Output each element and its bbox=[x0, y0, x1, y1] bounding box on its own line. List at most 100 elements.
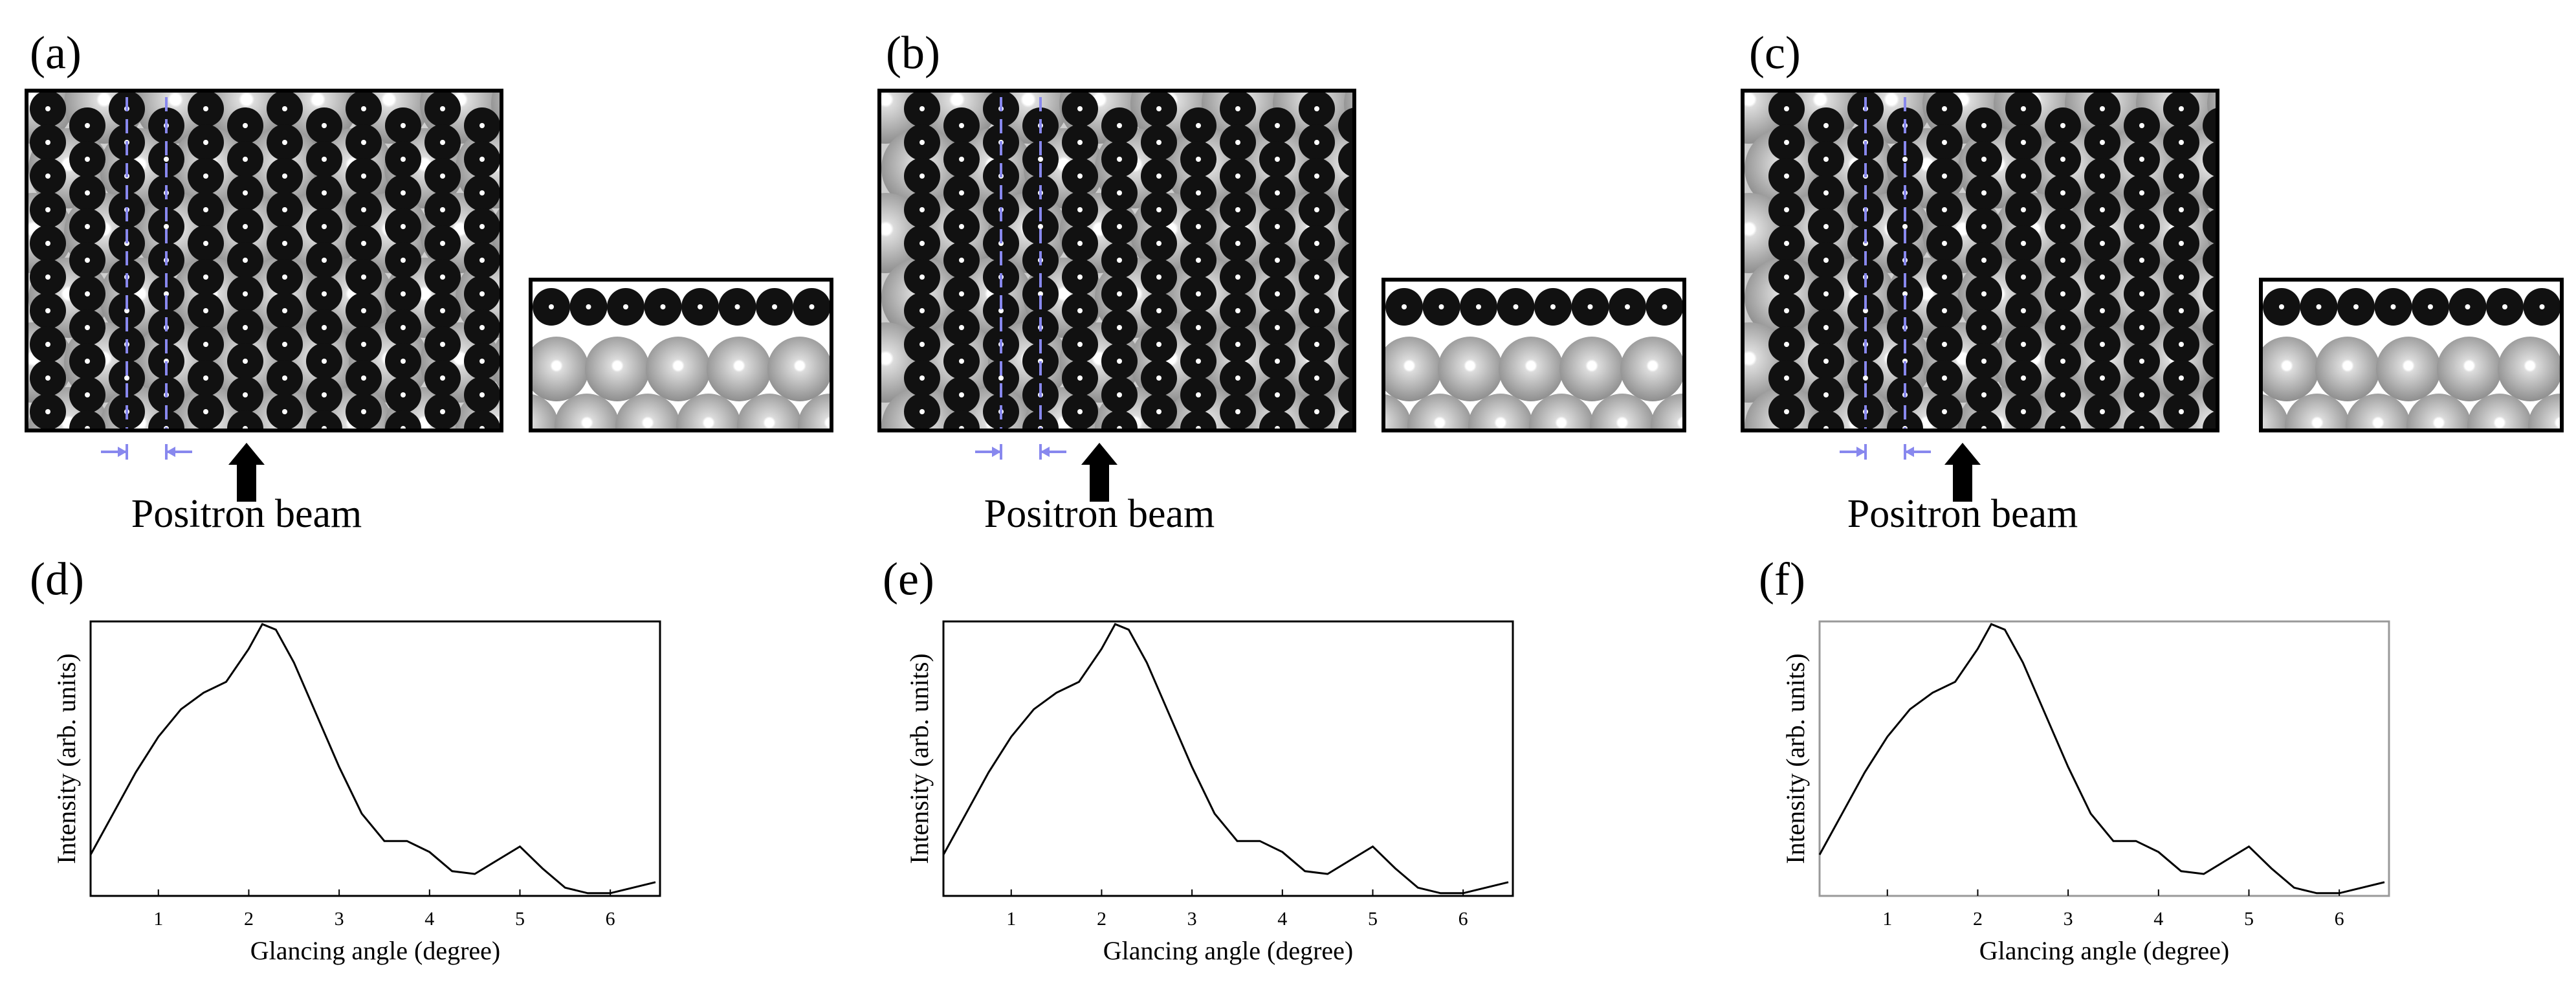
adatom bbox=[1227, 427, 1248, 430]
adatom-dot bbox=[45, 342, 50, 347]
adatom-dot bbox=[1981, 359, 1987, 364]
adatom-dot bbox=[85, 325, 90, 330]
adatom-dot bbox=[401, 359, 406, 364]
adatom-dot bbox=[1823, 359, 1829, 364]
adatom-dot bbox=[45, 409, 50, 414]
adatom-dot bbox=[2100, 342, 2105, 347]
adatom bbox=[1887, 410, 1923, 430]
adatom-dot bbox=[1784, 274, 1789, 280]
x-axis-label: Glancing angle (degree) bbox=[250, 936, 500, 965]
adatom-dot bbox=[1156, 409, 1161, 414]
adatom-dot bbox=[919, 308, 925, 313]
adatom-dot bbox=[1117, 157, 1122, 162]
adatom-dot bbox=[959, 325, 964, 330]
x-tick-label: 1 bbox=[1006, 908, 1016, 930]
adatom-dot bbox=[440, 274, 445, 280]
adatom-dot bbox=[2100, 106, 2105, 111]
adatom-dot bbox=[1942, 443, 1947, 448]
adatom bbox=[1149, 427, 1169, 430]
panel-label: (c) bbox=[1749, 27, 1801, 79]
adatom-dot bbox=[1981, 258, 1987, 263]
substrate-atom bbox=[1407, 394, 1472, 430]
adatom-dot bbox=[322, 291, 327, 296]
adatom-dot bbox=[361, 308, 366, 313]
x-tick-label: 3 bbox=[2064, 908, 2073, 930]
adatom-dot bbox=[322, 460, 327, 465]
adatom-dot bbox=[1196, 325, 1201, 330]
adatom bbox=[385, 410, 421, 430]
adatom-dot bbox=[243, 190, 248, 195]
adatom-dot bbox=[772, 304, 777, 309]
adatom-dot bbox=[1156, 140, 1161, 145]
x-tick-label: 1 bbox=[1882, 908, 1892, 930]
adatom bbox=[2203, 107, 2218, 144]
adatom-dot bbox=[1235, 375, 1240, 381]
adatom-dot bbox=[2021, 443, 2026, 448]
adatom-dot bbox=[1784, 106, 1789, 111]
substrate-atom bbox=[1529, 394, 1594, 430]
adatom-dot bbox=[2139, 359, 2144, 364]
substrate-atom bbox=[707, 337, 771, 401]
substrate-atom bbox=[1380, 128, 1460, 208]
x-tick-label: 6 bbox=[1459, 908, 1468, 930]
adatom-dot bbox=[1235, 443, 1240, 448]
substrate-atom bbox=[2467, 394, 2532, 430]
adatom-dot bbox=[1823, 325, 1829, 330]
adatom-dot bbox=[479, 157, 485, 162]
adatom-dot bbox=[698, 304, 703, 309]
top-view bbox=[1743, 91, 2239, 480]
adatom-dot bbox=[203, 106, 208, 111]
adatom-dot bbox=[45, 308, 50, 313]
adatom-dot bbox=[1235, 173, 1240, 179]
adatom-dot bbox=[361, 375, 366, 381]
adatom-dot bbox=[282, 342, 287, 347]
adatom-dot bbox=[1784, 342, 1789, 347]
adatom-dot bbox=[45, 241, 50, 246]
adatom-dot bbox=[1235, 106, 1240, 111]
adatom-dot bbox=[45, 140, 50, 145]
adatom bbox=[1338, 377, 1354, 413]
adatom-dot bbox=[1196, 392, 1201, 397]
adatom-dot bbox=[243, 392, 248, 397]
adatom-dot bbox=[2179, 207, 2184, 212]
adatom-dot bbox=[1314, 342, 1319, 347]
adatom-dot bbox=[2539, 304, 2545, 309]
adatom-dot bbox=[361, 409, 366, 414]
adatom-dot bbox=[2179, 274, 2184, 280]
adatom-dot bbox=[361, 443, 366, 448]
adatom bbox=[1338, 141, 1354, 177]
top-view-frame bbox=[25, 89, 503, 432]
adatom-dot bbox=[282, 207, 287, 212]
x-tick-label: 1 bbox=[153, 908, 163, 930]
adatom-dot bbox=[1196, 258, 1201, 263]
adatom-dot bbox=[2100, 274, 2105, 280]
adatom-dot bbox=[203, 207, 208, 212]
adatom-dot bbox=[959, 460, 964, 465]
adatom-dot bbox=[479, 392, 485, 397]
substrate-atom bbox=[2285, 394, 2350, 430]
substrate-atom bbox=[1559, 337, 1624, 401]
adatom-dot bbox=[479, 359, 485, 364]
substrate-atom bbox=[527, 128, 607, 208]
substrate-atom bbox=[585, 337, 650, 401]
adatom-dot bbox=[440, 375, 445, 381]
adatom-dot bbox=[203, 443, 208, 448]
adatom-dot bbox=[282, 443, 287, 448]
adatom-dot bbox=[361, 207, 366, 212]
adatom-dot bbox=[45, 274, 50, 280]
adatom-dot bbox=[2100, 375, 2105, 381]
adatom bbox=[2203, 444, 2239, 480]
adatom-dot bbox=[1117, 291, 1122, 296]
adatom-dot bbox=[1156, 241, 1161, 246]
adatom-dot bbox=[2021, 274, 2026, 280]
adatom-dot bbox=[203, 342, 208, 347]
adatom-dot bbox=[549, 304, 554, 309]
adatom bbox=[1259, 410, 1295, 430]
adatom-dot bbox=[1902, 460, 1908, 465]
adatom-dot bbox=[1981, 224, 1987, 229]
adatom bbox=[2203, 208, 2218, 245]
adatom-dot bbox=[1981, 325, 1987, 330]
x-tick-label: 2 bbox=[244, 908, 254, 930]
adatom-dot bbox=[2060, 325, 2065, 330]
adatom-dot bbox=[2353, 304, 2359, 309]
